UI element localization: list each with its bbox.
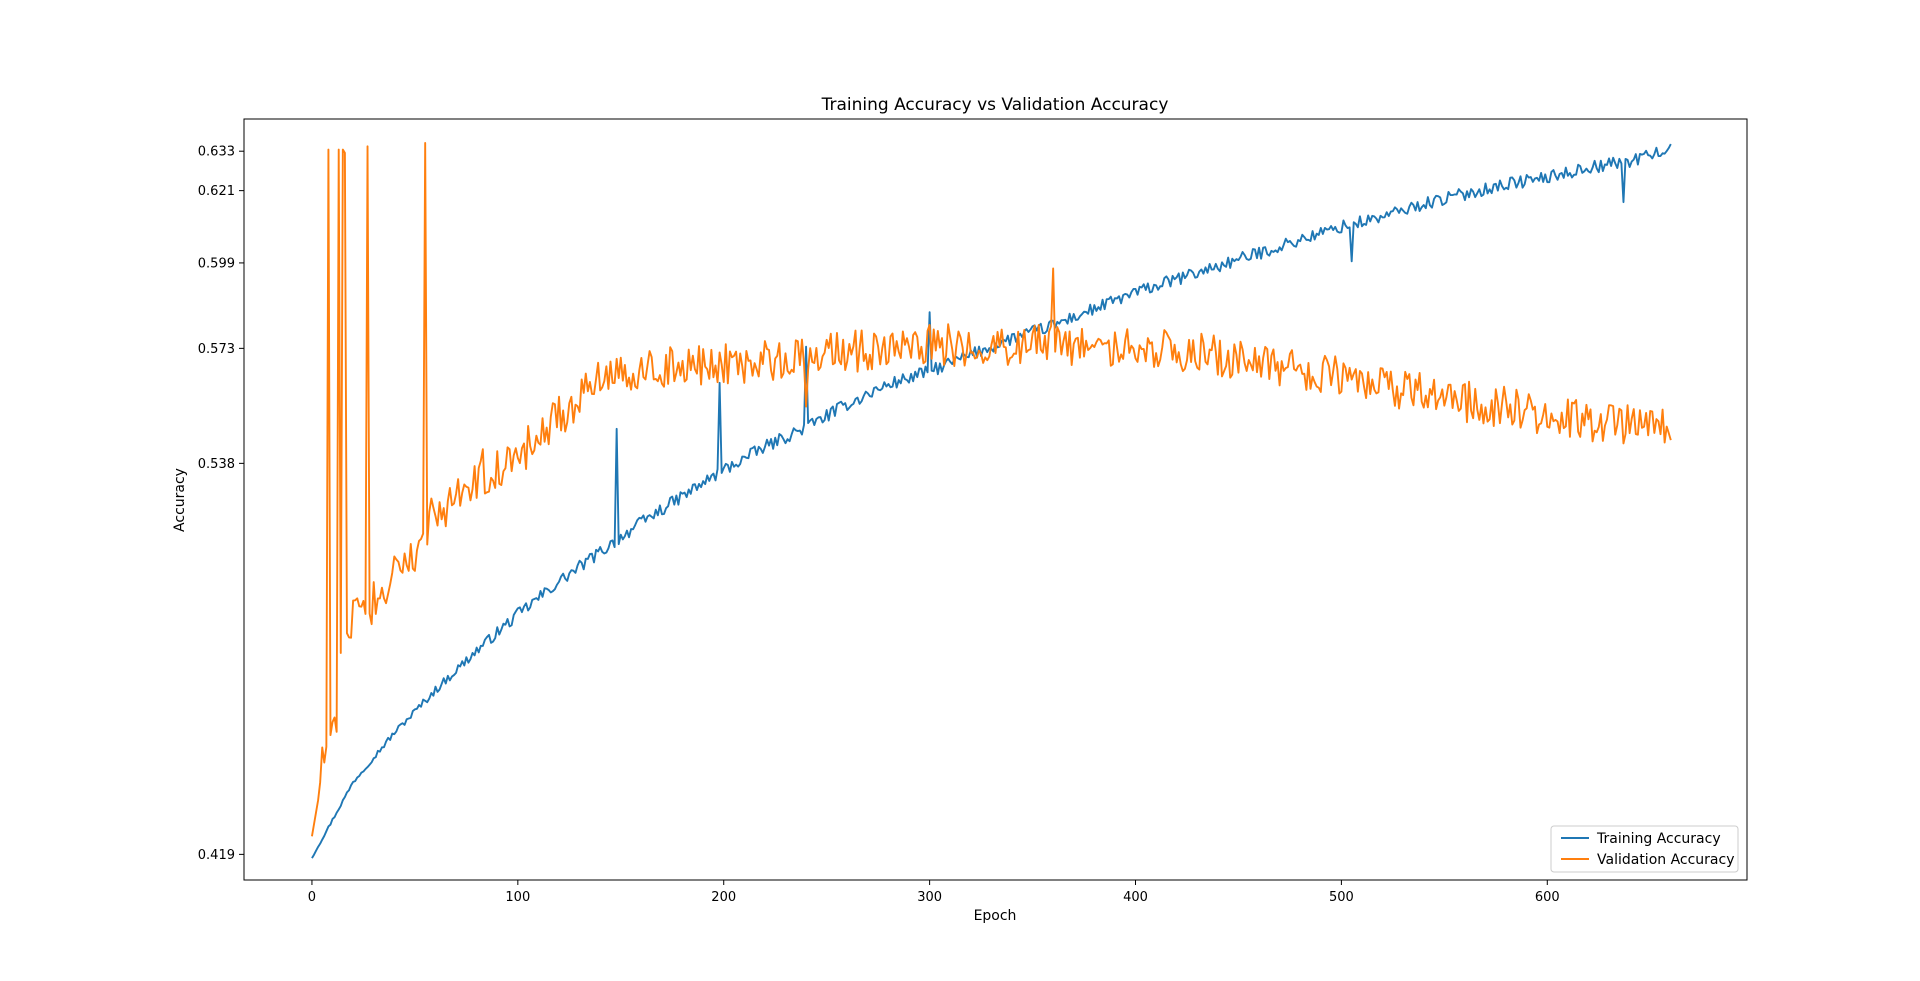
x-tick-label: 300 — [917, 890, 942, 905]
y-tick-label: 0.419 — [198, 848, 235, 863]
y-tick-label: 0.538 — [198, 457, 235, 472]
x-tick-label: 400 — [1123, 890, 1148, 905]
legend-label-validation: Validation Accuracy — [1597, 852, 1735, 868]
x-tick-label: 200 — [711, 890, 736, 905]
plot-frame — [243, 118, 1748, 881]
y-tick-label: 0.599 — [198, 256, 235, 271]
y-tick-label: 0.573 — [198, 342, 235, 357]
x-tick-label: 100 — [505, 890, 530, 905]
legend-box — [1550, 825, 1739, 873]
y-tick-label: 0.621 — [198, 184, 235, 199]
legend-label-training: Training Accuracy — [1596, 831, 1721, 847]
chart-title: Training Accuracy vs Validation Accuracy — [821, 95, 1169, 115]
x-tick-label: 0 — [308, 890, 316, 905]
x-tick-label: 500 — [1329, 890, 1354, 905]
series-layer — [311, 142, 1672, 859]
x-tick-label: 600 — [1535, 890, 1560, 905]
x-axis: 0 100 200 300 400 500 600 — [308, 880, 1560, 905]
y-axis: 0.419 0.538 0.573 0.599 0.621 0.633 — [198, 145, 244, 863]
y-axis-title: Accuracy — [172, 468, 188, 532]
legend: Training Accuracy Validation Accuracy — [1550, 825, 1739, 873]
y-tick-label: 0.633 — [198, 145, 235, 160]
x-axis-title: Epoch — [974, 908, 1017, 924]
series-line-validation — [311, 142, 1672, 837]
